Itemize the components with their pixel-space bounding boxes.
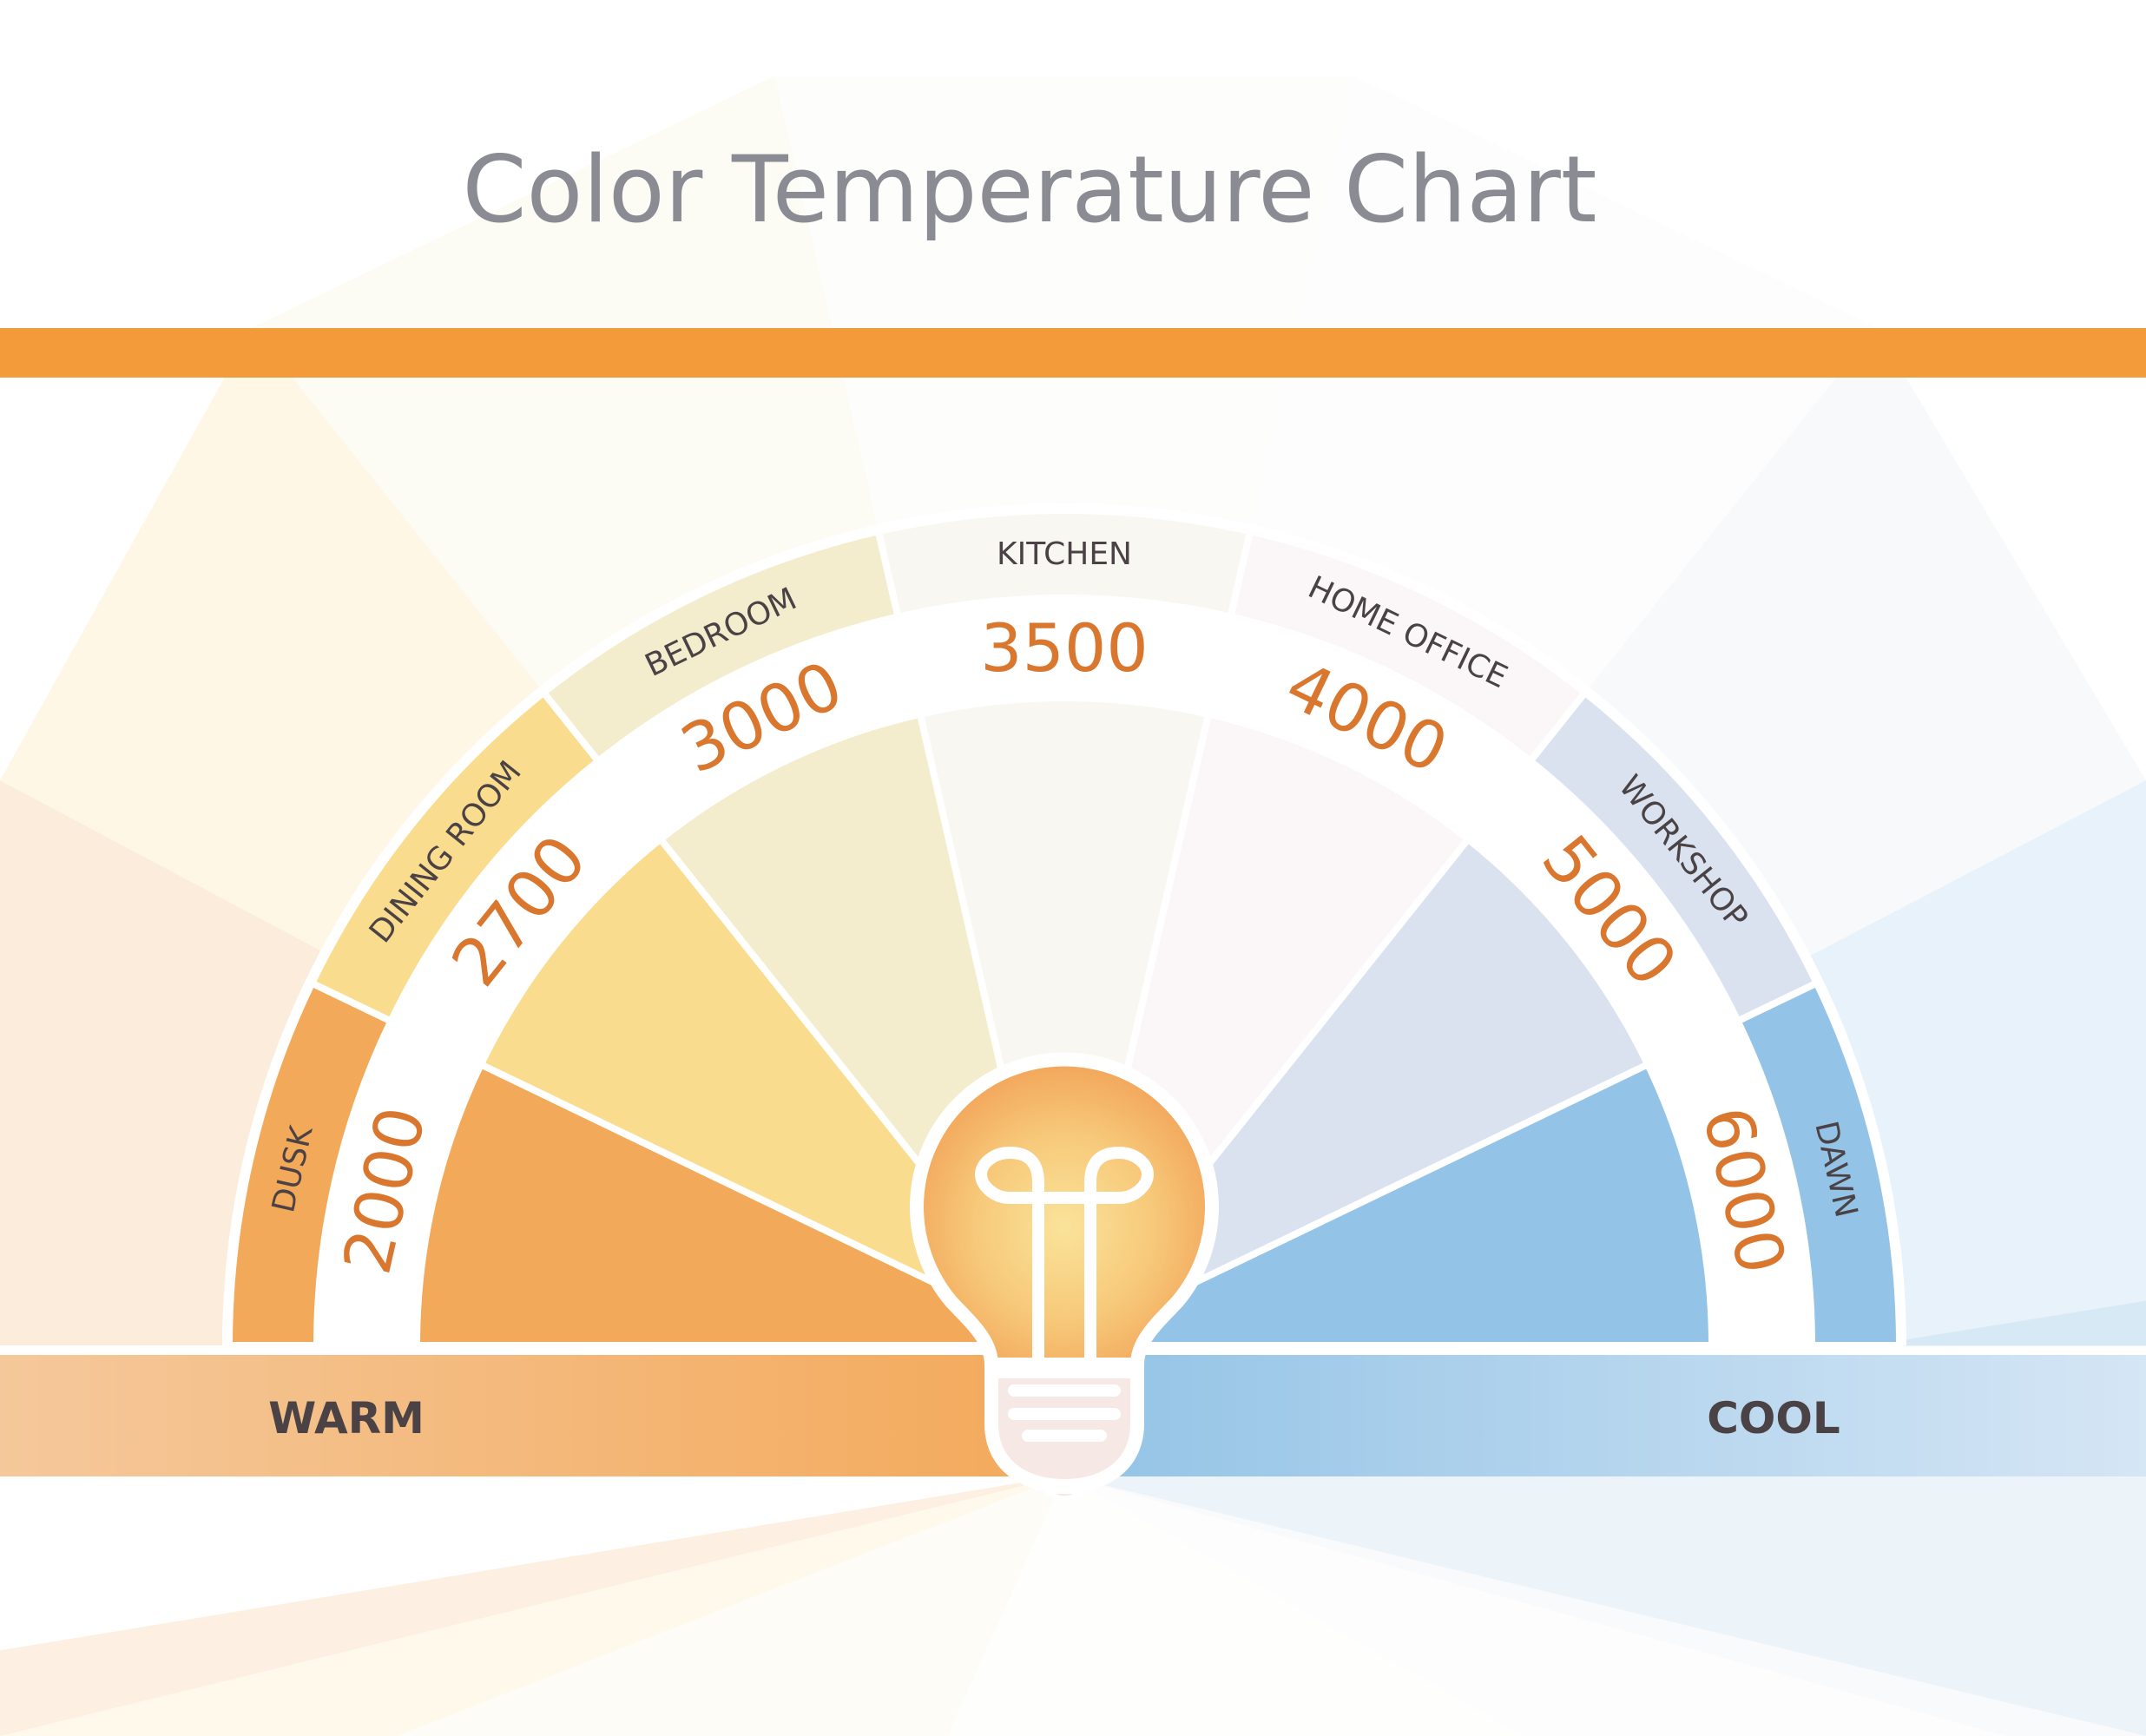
background-ray [1064, 1476, 2146, 1736]
segment-wedge [412, 1059, 1066, 1349]
cool-label: COOL [1707, 1393, 1840, 1443]
light-bulb-icon [910, 1052, 1219, 1502]
segment-wedge [1063, 1059, 1716, 1349]
background-ray [0, 1476, 1064, 1736]
warm-label: WARM [268, 1393, 425, 1443]
accent-bar [0, 328, 2146, 378]
segment-wedge [916, 694, 1213, 1346]
background-ray [947, 1476, 1523, 1736]
warm-bar [0, 1355, 1064, 1476]
segment-value: 3500 [980, 609, 1148, 687]
background-ray [1064, 1476, 2006, 1736]
background-ray [0, 1476, 1064, 1736]
cool-bar [1064, 1355, 2146, 1476]
chart-title: Color Temperature Chart [463, 136, 1597, 243]
background-ray [396, 1476, 1064, 1736]
segment-label: KITCHEN [997, 536, 1132, 572]
segment-band-dawn [1733, 978, 1904, 1349]
